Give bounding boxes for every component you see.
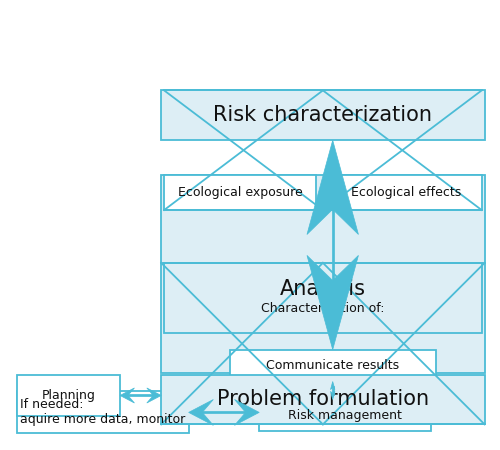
Polygon shape <box>234 400 259 425</box>
Bar <box>164 263 482 333</box>
Polygon shape <box>188 400 214 425</box>
Polygon shape <box>330 392 335 400</box>
Text: Analysis: Analysis <box>280 279 366 299</box>
Bar <box>161 374 484 424</box>
Text: Risk management: Risk management <box>288 409 402 422</box>
Bar <box>161 175 484 373</box>
Polygon shape <box>120 388 134 403</box>
Polygon shape <box>307 140 358 234</box>
Bar <box>259 400 430 432</box>
Text: Characterization of:: Characterization of: <box>261 302 384 315</box>
Text: Ecological exposure: Ecological exposure <box>178 186 302 199</box>
Text: Risk characterization: Risk characterization <box>214 105 432 126</box>
Bar <box>17 374 120 416</box>
Text: Problem formulation: Problem formulation <box>217 389 429 410</box>
Text: If needed:
aquire more data, monitor: If needed: aquire more data, monitor <box>20 398 186 427</box>
Bar <box>17 392 188 433</box>
Polygon shape <box>147 388 161 403</box>
Text: Communicate results: Communicate results <box>266 359 400 372</box>
Text: Ecological effects: Ecological effects <box>350 186 461 199</box>
Text: Planning: Planning <box>42 389 96 402</box>
Polygon shape <box>307 256 358 350</box>
Polygon shape <box>330 382 335 390</box>
Bar <box>330 175 482 210</box>
Bar <box>164 175 316 210</box>
Bar <box>161 90 484 140</box>
Bar <box>230 350 436 382</box>
